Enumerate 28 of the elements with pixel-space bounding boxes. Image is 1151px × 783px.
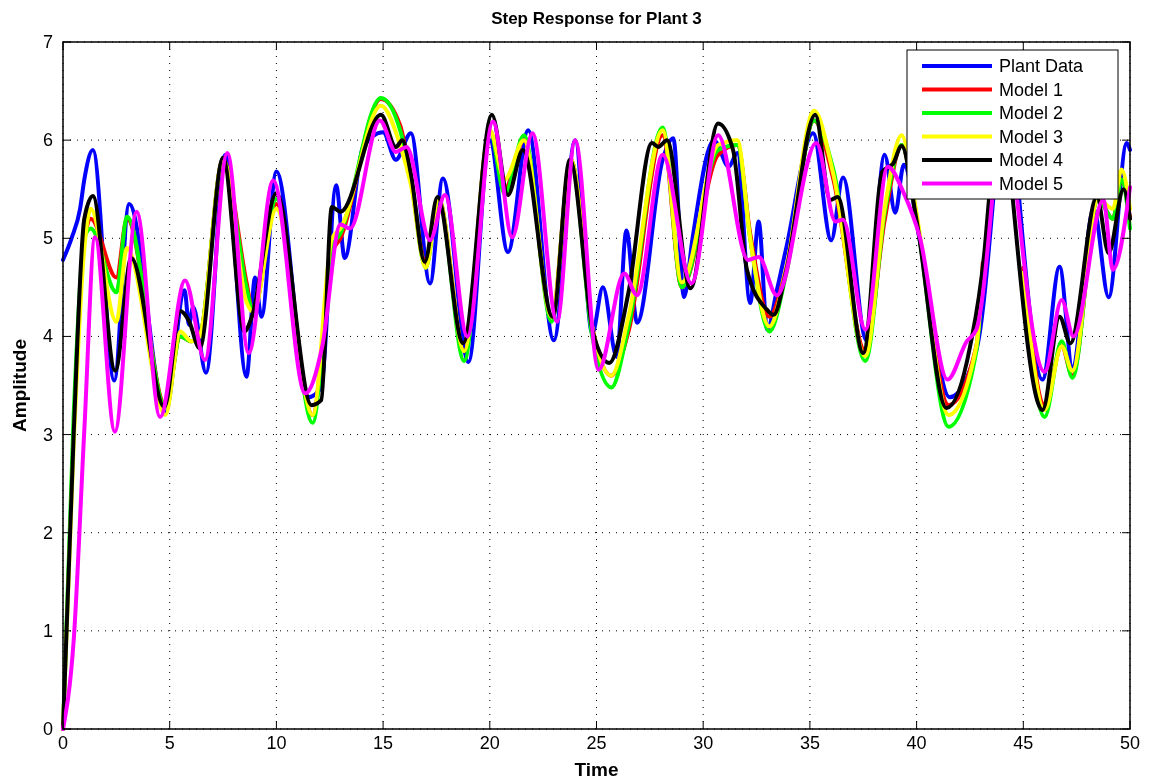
x-tick-label: 10 <box>266 733 287 753</box>
x-tick-label: 50 <box>1119 733 1141 753</box>
legend-label: Model 3 <box>999 126 1064 147</box>
y-tick-label: 7 <box>42 32 53 52</box>
x-tick-label: 5 <box>164 733 175 753</box>
x-tick-label: 40 <box>906 733 927 753</box>
y-tick-label: 4 <box>42 326 53 347</box>
x-tick-label: 45 <box>1013 733 1034 753</box>
x-tick-label: 25 <box>586 733 607 753</box>
x-axis-title: Time <box>574 759 619 780</box>
y-tick-label: 1 <box>42 620 53 641</box>
x-tick-label: 30 <box>693 733 714 753</box>
x-tick-label: 15 <box>373 733 394 753</box>
y-tick-label: 0 <box>42 719 53 739</box>
y-tick-label: 3 <box>42 424 53 445</box>
legend-label: Model 4 <box>999 150 1064 170</box>
legend-label: Model 1 <box>999 79 1064 100</box>
legend-label: Plant Data <box>999 56 1085 76</box>
y-tick-label: 2 <box>42 522 53 543</box>
x-tick-label: 0 <box>57 733 69 753</box>
x-tick-label: 35 <box>799 733 820 753</box>
y-axis-title: Amplitude <box>9 339 30 432</box>
y-tick-label: 6 <box>42 130 53 151</box>
y-tick-label: 5 <box>42 228 53 249</box>
legend-label: Model 5 <box>999 173 1064 194</box>
legend-label: Model 2 <box>999 103 1064 123</box>
chart-title: Step Response for Plant 3 <box>491 9 702 28</box>
x-tick-label: 20 <box>479 733 500 753</box>
